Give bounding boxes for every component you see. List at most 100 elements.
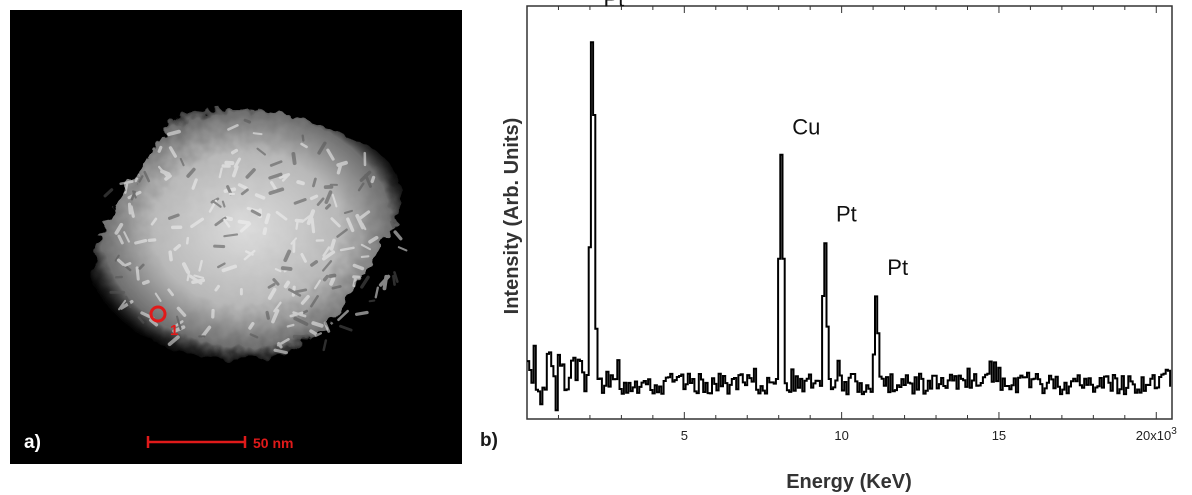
- peak-label-cu: Cu: [792, 115, 820, 140]
- axis-ticks: [526, 6, 1157, 419]
- texture-streak: [294, 218, 304, 223]
- texture-streak: [331, 285, 342, 290]
- texture-streak: [368, 235, 379, 244]
- analysis-point-label: 1: [170, 322, 178, 339]
- texture-streak: [227, 124, 239, 131]
- texture-streak: [191, 178, 198, 190]
- texture-streak: [343, 209, 353, 215]
- panel-b-label: b): [480, 430, 498, 451]
- texture-streak: [221, 264, 238, 273]
- y-axis-title: Intensity (Arb. Units): [501, 118, 523, 315]
- stem-image-panel: 1 50 nm a): [10, 10, 462, 464]
- texture-streak: [352, 263, 365, 271]
- texture-streak: [393, 271, 399, 283]
- texture-streak: [300, 294, 310, 305]
- texture-streak: [138, 175, 144, 183]
- peak-label-pt: Pt: [604, 0, 625, 12]
- texture-streak: [300, 142, 308, 149]
- texture-streak: [201, 325, 212, 338]
- texture-streak: [361, 222, 367, 231]
- texture-streak: [217, 262, 226, 269]
- texture-streak: [326, 148, 335, 161]
- texture-streak: [134, 238, 148, 245]
- texture-streak: [358, 210, 371, 221]
- texture-streak: [322, 260, 333, 272]
- texture-streak: [237, 183, 248, 190]
- x-tick-label: 5: [681, 428, 688, 443]
- texture-streak: [397, 246, 408, 252]
- texture-streak: [254, 193, 266, 200]
- texture-streak: [245, 168, 256, 179]
- texture-streak: [293, 316, 309, 326]
- texture-streak: [325, 203, 332, 210]
- texture-streak: [168, 146, 178, 158]
- texture-streak: [137, 316, 145, 324]
- texture-streak: [271, 308, 280, 324]
- texture-streak: [378, 274, 391, 287]
- texture-streak: [352, 278, 357, 288]
- texture-streak: [393, 230, 403, 241]
- texture-streak: [374, 286, 380, 299]
- texture-streak: [103, 188, 114, 198]
- panel-a-label: a): [24, 432, 41, 453]
- texture-streak: [274, 268, 282, 273]
- texture-streak: [300, 252, 307, 263]
- texture-streak: [290, 237, 298, 245]
- texture-streak: [336, 160, 348, 167]
- texture-streak: [198, 259, 203, 272]
- texture-streak: [157, 145, 163, 153]
- texture-streak: [239, 222, 252, 233]
- texture-streak: [306, 209, 316, 226]
- texture-streak: [359, 170, 372, 182]
- texture-streak: [179, 157, 185, 167]
- texture-streak: [281, 173, 291, 182]
- texture-streak: [283, 340, 292, 347]
- texture-streak: [134, 174, 140, 183]
- texture-streak: [116, 258, 125, 266]
- texture-streak: [292, 311, 307, 318]
- texture-streak: [265, 310, 270, 320]
- texture-streak: [360, 243, 372, 251]
- texture-streak: [221, 200, 226, 208]
- texture-streak: [360, 255, 370, 259]
- texture-streak: [190, 217, 204, 229]
- peak-label-pt: Pt: [836, 201, 857, 226]
- texture-streak: [193, 274, 205, 279]
- texture-streak: [312, 177, 317, 188]
- texture-streak: [283, 249, 292, 263]
- texture-streak: [329, 276, 336, 286]
- texture-streak: [167, 129, 181, 137]
- texture-streak: [292, 334, 309, 340]
- texture-streak: [323, 321, 331, 333]
- texture-streak: [269, 160, 283, 167]
- texture-streak: [248, 321, 255, 330]
- texture-streak: [346, 217, 355, 233]
- texture-streak: [167, 288, 174, 297]
- texture-streak: [135, 266, 140, 281]
- texture-streak: [322, 339, 328, 352]
- texture-streak: [314, 279, 322, 290]
- x-axis-title: Energy (KeV): [786, 471, 912, 493]
- texture-streak: [264, 213, 271, 225]
- texture-streak: [316, 197, 325, 206]
- texture-streak: [243, 118, 252, 124]
- texture-streak: [114, 254, 120, 262]
- texture-streak: [211, 199, 222, 208]
- texture-streak: [167, 335, 180, 347]
- texture-streak: [360, 275, 370, 289]
- plot-frame: [526, 5, 1173, 420]
- texture-streak: [223, 233, 239, 238]
- texture-streak: [294, 288, 308, 294]
- texture-streak: [357, 182, 365, 192]
- texture-streak: [337, 309, 350, 322]
- scale-bar: [146, 436, 247, 448]
- texture-streak: [273, 301, 282, 313]
- texture-streak: [124, 295, 132, 308]
- texture-streak: [150, 217, 158, 226]
- texture-streak: [291, 151, 297, 166]
- peak-label-pt: Pt: [887, 255, 908, 280]
- texture-streak: [322, 274, 329, 282]
- texture-streak: [272, 278, 280, 286]
- texture-streak: [355, 213, 365, 230]
- texture-streak: [390, 220, 396, 229]
